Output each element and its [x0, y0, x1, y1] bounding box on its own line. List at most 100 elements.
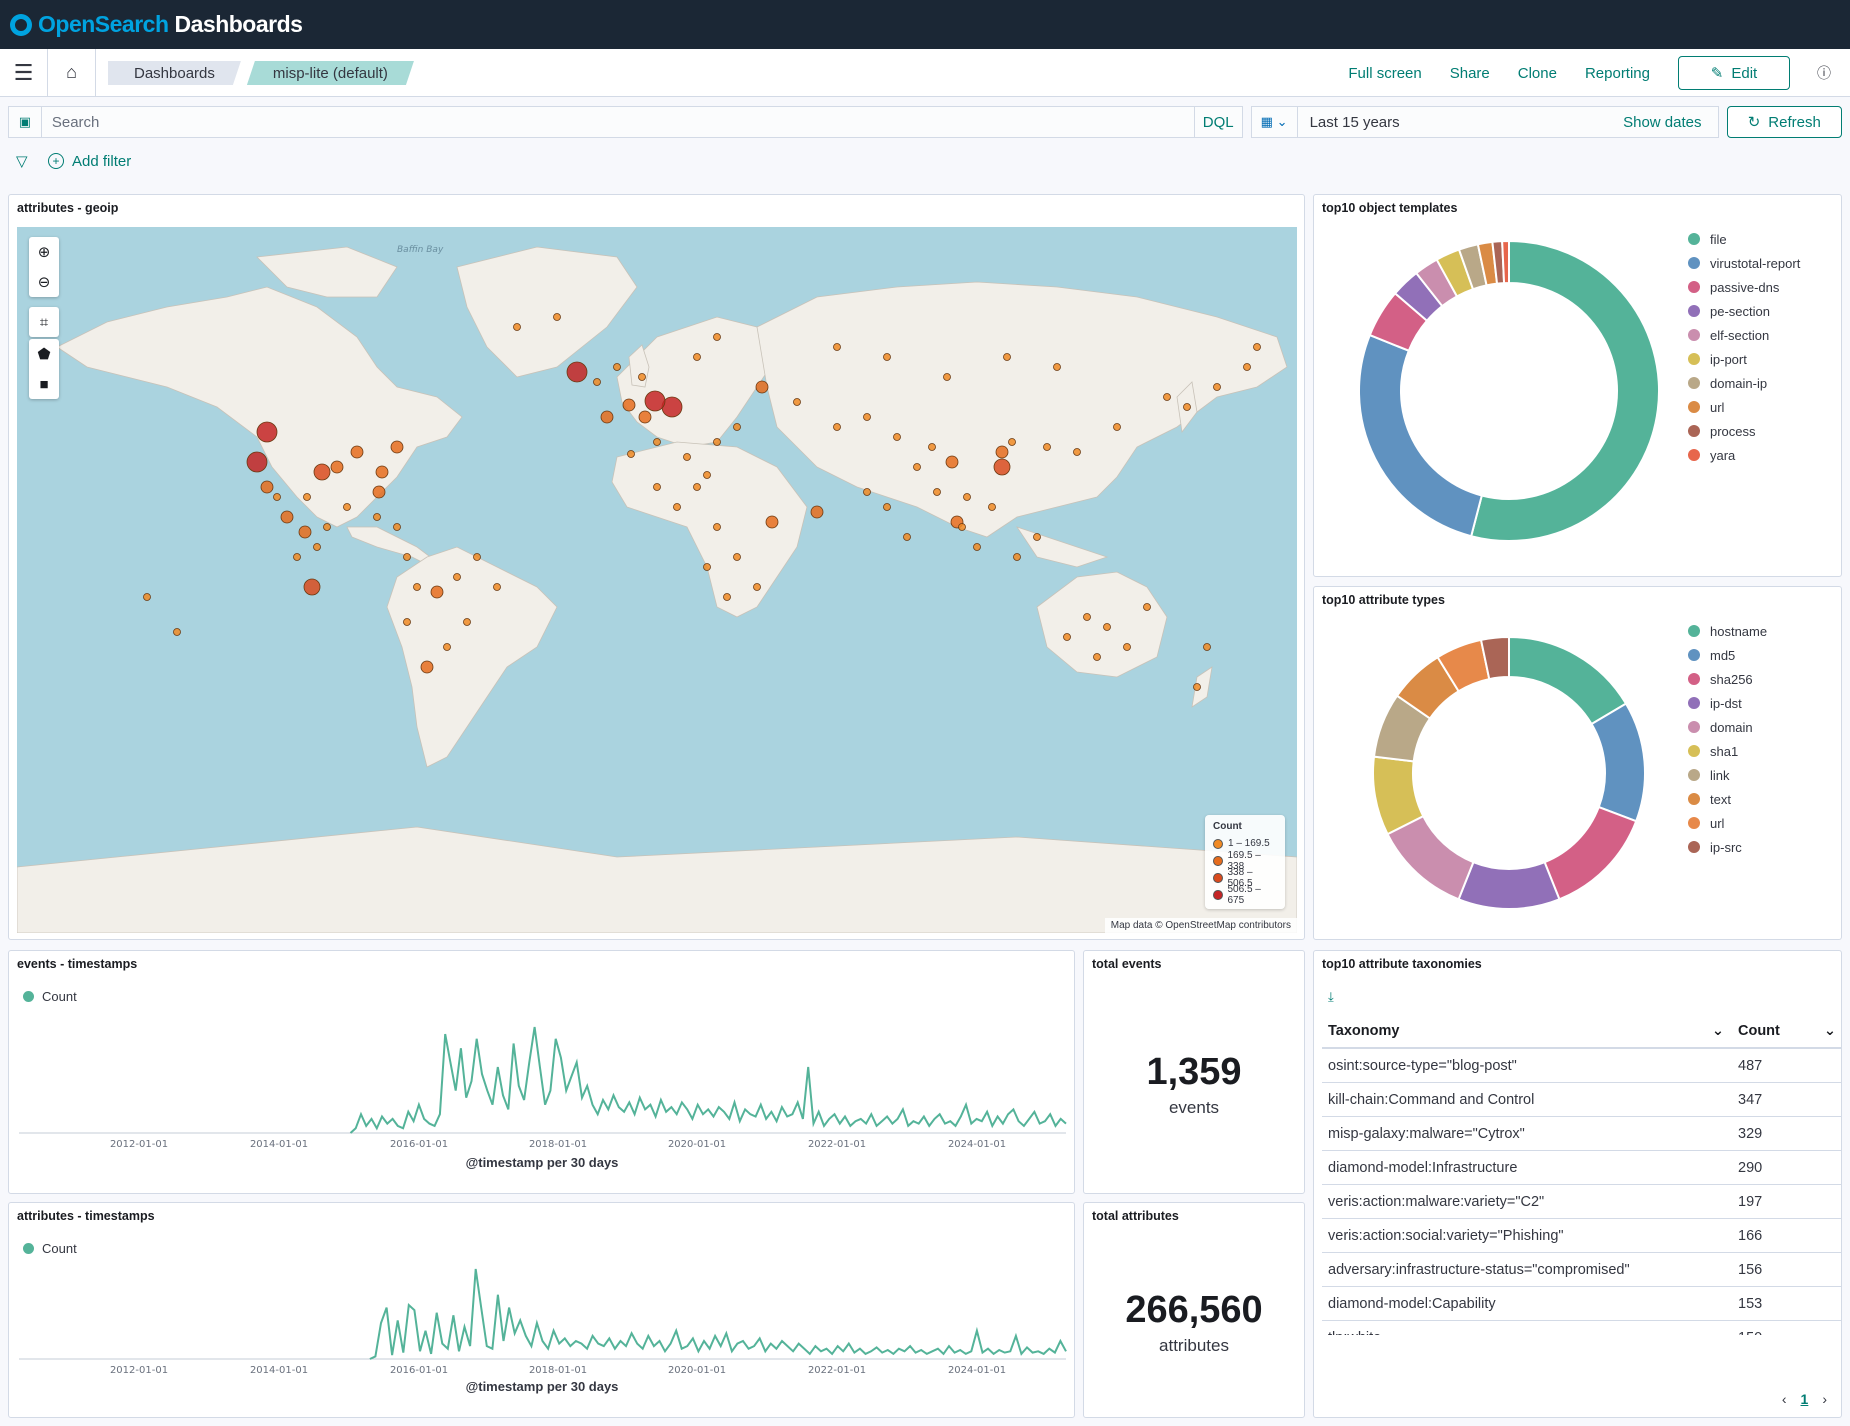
count-series-line[interactable] — [349, 1026, 1067, 1134]
geo-marker[interactable] — [995, 445, 1009, 459]
filter-icon[interactable]: ▽ — [16, 153, 28, 170]
geo-marker[interactable] — [430, 585, 444, 599]
geo-marker[interactable] — [1063, 633, 1071, 641]
geo-marker[interactable] — [1113, 423, 1121, 431]
geo-marker[interactable] — [863, 413, 871, 421]
show-dates-link[interactable]: Show dates — [1623, 113, 1702, 131]
legend-item[interactable]: url — [1688, 811, 1767, 835]
polygon-draw-icon[interactable]: ⬟ — [37, 346, 51, 363]
table-row[interactable]: veris:action:malware:variety="C2" 197 — [1322, 1185, 1841, 1219]
geo-marker[interactable] — [928, 443, 936, 451]
edit-button[interactable]: ✎ Edit — [1678, 56, 1790, 90]
geo-marker[interactable] — [143, 593, 151, 601]
geo-marker[interactable] — [765, 515, 779, 529]
geo-marker[interactable] — [993, 458, 1011, 476]
legend-item[interactable]: ip-src — [1688, 835, 1767, 859]
geo-marker[interactable] — [393, 523, 401, 531]
attribute-types-donut[interactable] — [1334, 623, 1674, 933]
geo-marker[interactable] — [1103, 623, 1111, 631]
geo-marker[interactable] — [1193, 683, 1201, 691]
legend-item[interactable]: passive-dns — [1688, 275, 1800, 299]
share-link[interactable]: Share — [1449, 64, 1490, 82]
page-number[interactable]: 1 — [1800, 1391, 1809, 1407]
rectangle-draw-icon[interactable]: ■ — [39, 375, 49, 393]
geo-marker[interactable] — [323, 523, 331, 531]
zoom-in-icon[interactable]: ⊕ — [37, 244, 51, 261]
legend-item[interactable]: pe-section — [1688, 299, 1800, 323]
saved-query-icon[interactable]: ▣ — [8, 106, 42, 138]
legend-item[interactable]: file — [1688, 227, 1800, 251]
donut-slice-file[interactable] — [1469, 239, 1660, 542]
add-filter-button[interactable]: + Add filter — [48, 153, 131, 170]
geo-marker[interactable] — [273, 493, 281, 501]
donut-slice-sha256[interactable] — [1543, 805, 1638, 901]
geo-marker[interactable] — [703, 563, 711, 571]
table-row[interactable]: diamond-model:Infrastructure 290 — [1322, 1151, 1841, 1185]
legend-item[interactable]: link — [1688, 763, 1767, 787]
geo-marker[interactable] — [963, 493, 971, 501]
geo-marker[interactable] — [1083, 613, 1091, 621]
geo-marker[interactable] — [293, 553, 301, 561]
geo-marker[interactable] — [1053, 363, 1061, 371]
geo-marker[interactable] — [303, 578, 321, 596]
geo-marker[interactable] — [403, 553, 411, 561]
geo-marker[interactable] — [280, 510, 294, 524]
legend-item[interactable]: url — [1688, 395, 1800, 419]
geo-marker[interactable] — [622, 398, 636, 412]
legend-item[interactable]: yara — [1688, 443, 1800, 467]
chart-legend[interactable]: Count — [23, 989, 77, 1004]
geo-marker[interactable] — [1143, 603, 1151, 611]
object-templates-donut[interactable] — [1334, 231, 1674, 571]
legend-item[interactable]: sha1 — [1688, 739, 1767, 763]
legend-item[interactable]: ip-port — [1688, 347, 1800, 371]
geo-marker[interactable] — [453, 573, 461, 581]
geo-marker[interactable] — [753, 583, 761, 591]
next-page-icon[interactable]: › — [1822, 1391, 1827, 1407]
dql-toggle[interactable]: DQL — [1194, 106, 1243, 138]
geo-marker[interactable] — [303, 493, 311, 501]
table-row[interactable]: veris:action:social:variety="Phishing" 16… — [1322, 1219, 1841, 1253]
legend-item[interactable]: virustotal-report — [1688, 251, 1800, 275]
search-input[interactable]: Search — [41, 106, 1195, 138]
attributes-line-chart[interactable]: 2012-01-01 2014-01-01 2016-01-01 2018-01-01… — [9, 1203, 1075, 1418]
geo-marker[interactable] — [1163, 393, 1171, 401]
geo-marker[interactable] — [833, 343, 841, 351]
donut-slice-ip-src[interactable] — [1479, 635, 1510, 681]
geo-marker[interactable] — [375, 465, 389, 479]
geo-marker[interactable] — [413, 583, 421, 591]
geo-marker[interactable] — [653, 483, 661, 491]
table-row[interactable]: tlp:white150 — [1322, 1321, 1841, 1336]
geo-marker[interactable] — [683, 453, 691, 461]
geo-marker[interactable] — [1253, 343, 1261, 351]
geo-marker[interactable] — [1183, 403, 1191, 411]
table-row[interactable]: adversary:infrastructure-status="comprom… — [1322, 1253, 1841, 1287]
full-screen-link[interactable]: Full screen — [1348, 64, 1422, 82]
date-range[interactable]: Last 15 years — [1309, 113, 1400, 131]
home-icon[interactable]: ⌂ — [48, 48, 96, 97]
geo-marker[interactable] — [513, 323, 521, 331]
donut-slice-ip-dst[interactable] — [1457, 860, 1561, 910]
geo-marker[interactable] — [593, 378, 601, 386]
geo-marker[interactable] — [973, 543, 981, 551]
geo-marker[interactable] — [600, 410, 614, 424]
geo-marker[interactable] — [1013, 553, 1021, 561]
geo-marker[interactable] — [373, 513, 381, 521]
geo-marker[interactable] — [810, 505, 824, 519]
legend-item[interactable]: hostname — [1688, 619, 1767, 643]
clone-link[interactable]: Clone — [1517, 64, 1557, 82]
table-row[interactable]: kill-chain:Command and Control 347 — [1322, 1083, 1841, 1117]
geo-marker[interactable] — [903, 533, 911, 541]
geo-marker[interactable] — [733, 423, 741, 431]
geo-marker[interactable] — [313, 543, 321, 551]
geo-marker[interactable] — [883, 353, 891, 361]
geo-marker[interactable] — [1123, 643, 1131, 651]
prev-page-icon[interactable]: ‹ — [1781, 1391, 1787, 1407]
donut-slice-hostname[interactable] — [1508, 635, 1628, 726]
geo-marker[interactable] — [313, 463, 331, 481]
events-line-chart[interactable]: 2012-01-01 2014-01-01 2016-01-01 2018-01-01… — [9, 951, 1075, 1194]
download-icon[interactable]: ⤓ — [1328, 989, 1334, 1004]
legend-item[interactable]: domain-ip — [1688, 371, 1800, 395]
geo-marker[interactable] — [420, 660, 434, 674]
geo-marker[interactable] — [463, 618, 471, 626]
opensearch-logo[interactable]: OpenSearch Dashboards — [10, 11, 303, 38]
